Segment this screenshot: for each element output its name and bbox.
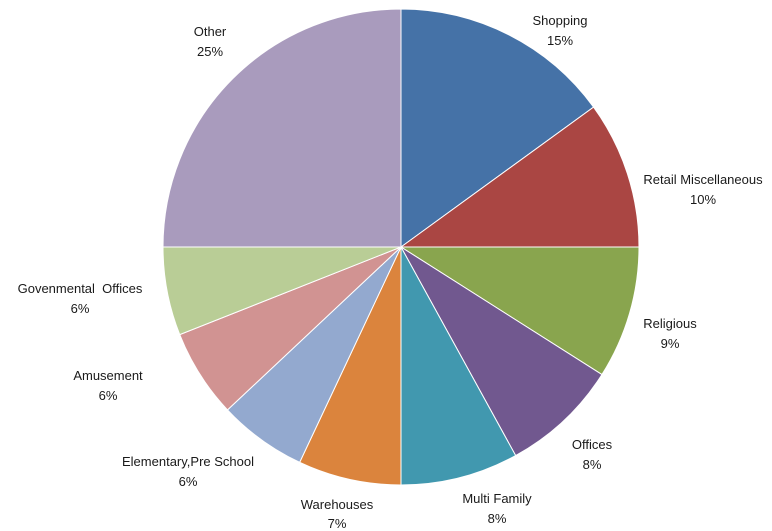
label-name: Retail Miscellaneous <box>643 172 763 187</box>
slice-label-govenmental-offices: Govenmental Offices 6% <box>18 281 143 316</box>
slice-label-multi-family: Multi Family 8% <box>462 491 532 526</box>
label-name: Shopping <box>533 13 588 28</box>
label-value: 6% <box>71 301 90 316</box>
slice-label-religious: Religious 9% <box>643 316 697 351</box>
slice-label-warehouses: Warehouses 7% <box>301 497 374 531</box>
pie-slice-retail-miscellaneous <box>399 106 640 248</box>
slice-label-other: Other 25% <box>194 24 227 59</box>
label-name: Multi Family <box>462 491 532 506</box>
label-name: Offices <box>572 437 613 452</box>
slice-label-shopping: Shopping 15% <box>533 13 588 48</box>
label-value: 8% <box>488 511 507 526</box>
label-name: Other <box>194 24 227 39</box>
label-value: 9% <box>661 336 680 351</box>
label-name: Religious <box>643 316 697 331</box>
label-value: 25% <box>197 44 223 59</box>
pie-slices <box>162 8 640 486</box>
slice-label-offices: Offices 8% <box>572 437 613 472</box>
slice-label-retail-miscellaneous: Retail Miscellaneous 10% <box>643 172 763 207</box>
label-value: 7% <box>328 516 347 531</box>
slice-label-elementary-pre-school: Elementary,Pre School 6% <box>122 454 254 489</box>
pie-slice-offices <box>400 246 603 457</box>
label-value: 15% <box>547 33 573 48</box>
label-value: 10% <box>690 192 716 207</box>
pie-slice-warehouses <box>298 246 402 486</box>
pie-slice-shopping <box>400 8 595 248</box>
pie-slice-multi-family <box>400 246 517 486</box>
label-name: Elementary,Pre School <box>122 454 254 469</box>
label-value: 6% <box>99 388 118 403</box>
label-value: 6% <box>179 474 198 489</box>
label-value: 8% <box>583 457 602 472</box>
label-name: Amusement <box>73 368 143 383</box>
label-name: Warehouses <box>301 497 374 512</box>
slice-label-amusement: Amusement 6% <box>73 368 143 403</box>
label-name: Govenmental Offices <box>18 281 143 296</box>
pie-slice-other <box>162 8 402 248</box>
pie-slice-religious <box>399 246 640 376</box>
